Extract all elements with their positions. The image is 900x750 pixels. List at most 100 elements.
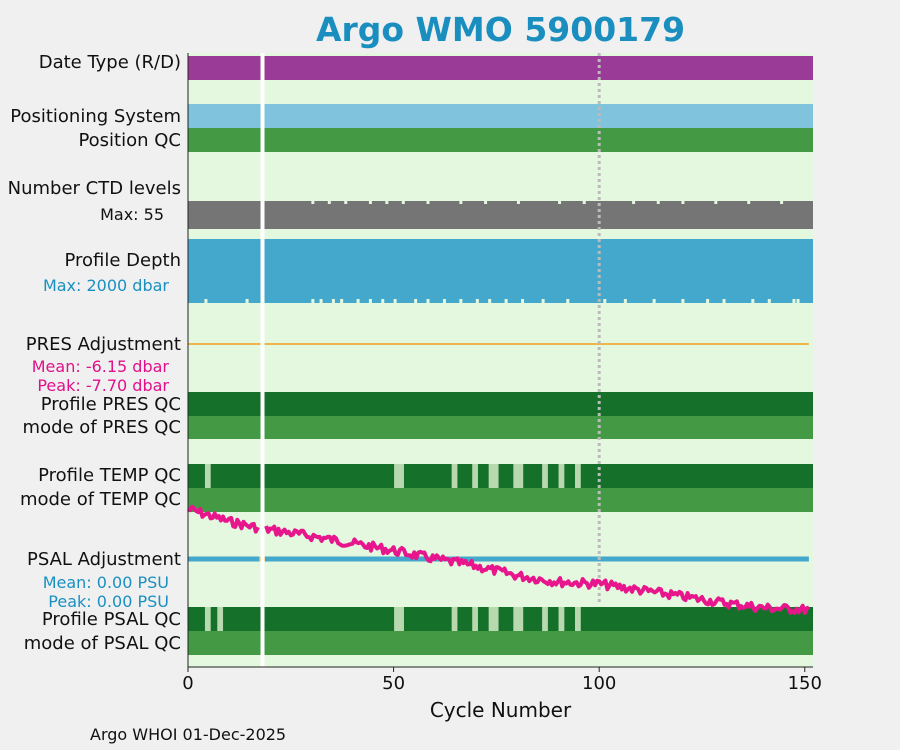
trend-trace-segment-1 xyxy=(186,504,260,534)
depth-dip-113 xyxy=(652,299,656,303)
qc-flag-profile-psal-qc-51 xyxy=(398,607,404,631)
ctd-level-dip-48 xyxy=(385,201,389,204)
qc-flag-profile-temp-qc-79 xyxy=(513,464,520,488)
band-mode-temp-qc xyxy=(188,488,813,512)
label-mode-temp-qc: mode of TEMP QC xyxy=(19,489,181,510)
qc-flag-profile-psal-qc-94 xyxy=(575,607,581,631)
depth-dip-92 xyxy=(566,299,570,303)
depth-dip-81 xyxy=(521,299,525,303)
footer-credit: Argo WHOI 01-Dec-2025 xyxy=(90,725,287,744)
qc-flag-profile-psal-qc-79 xyxy=(513,607,520,631)
depth-dip-73 xyxy=(488,299,492,303)
ctd-level-dip-58 xyxy=(426,201,430,204)
depth-dip-66 xyxy=(459,299,463,303)
depth-dip-120 xyxy=(681,299,685,303)
ctd-level-dip-128 xyxy=(714,201,718,204)
depth-dip-126 xyxy=(706,299,710,303)
qc-flag-profile-psal-qc-73 xyxy=(488,607,495,631)
qc-flag-profile-temp-qc-69 xyxy=(472,464,478,488)
ctd-level-dip-30 xyxy=(311,201,315,204)
band-profile-psal-qc xyxy=(188,607,813,631)
pres-mean-label: Mean: -6.15 dbar xyxy=(31,357,169,376)
depth-max-label: Max: 2000 dbar xyxy=(42,276,169,295)
missing-cycle-gap xyxy=(260,53,265,667)
psal-mean-label: Mean: 0.00 PSU xyxy=(42,573,169,592)
label-ctd-levels: Number CTD levels xyxy=(7,178,181,199)
band-mode-psal-qc xyxy=(188,631,813,655)
depth-dip-30 xyxy=(311,299,315,303)
ctd-level-dip-136 xyxy=(747,201,751,204)
band-position-qc xyxy=(188,128,813,152)
depth-dip-137 xyxy=(751,299,755,303)
qc-flag-profile-temp-qc-86 xyxy=(542,464,548,488)
depth-dip-32 xyxy=(319,299,323,303)
label-mode-pres-qc: mode of PRES QC xyxy=(22,417,181,438)
label-profile-pres-qc: Profile PRES QC xyxy=(40,394,181,415)
qc-flag-profile-temp-qc-94 xyxy=(575,464,581,488)
ctd-level-dip-72 xyxy=(484,201,488,204)
ctd-max-label: Max: 55 xyxy=(100,205,164,224)
ctd-level-dip-120 xyxy=(681,201,685,204)
depth-dip-70 xyxy=(475,299,479,303)
qc-flag-profile-temp-qc-80 xyxy=(517,464,524,488)
label-profile-temp-qc: Profile TEMP QC xyxy=(38,465,181,486)
plot-background xyxy=(188,53,813,667)
x-axis-label: Cycle Number xyxy=(429,698,572,722)
depth-dip-41 xyxy=(356,299,360,303)
label-profile-depth: Profile Depth xyxy=(64,250,181,271)
qc-flag-profile-temp-qc-90 xyxy=(558,464,565,488)
depth-dip-86 xyxy=(541,299,545,303)
depth-dip-14 xyxy=(245,299,249,303)
depth-dip-58 xyxy=(426,299,430,303)
depth-dip-44 xyxy=(368,299,372,303)
band-profile-temp-qc xyxy=(188,464,813,488)
label-date-type: Date Type (R/D) xyxy=(38,52,181,73)
qc-flag-profile-temp-qc-51 xyxy=(398,464,404,488)
ctd-level-dip-96 xyxy=(582,201,586,204)
qc-flag-profile-temp-qc-4 xyxy=(204,464,211,488)
depth-dip-141 xyxy=(767,299,771,303)
ctd-level-dip-90 xyxy=(558,201,562,204)
ctd-level-dip-108 xyxy=(632,201,636,204)
qc-flag-profile-temp-qc-73 xyxy=(488,464,495,488)
depth-dip-77 xyxy=(504,299,508,303)
qc-flag-profile-psal-qc-69 xyxy=(472,607,478,631)
pres-peak-label: Peak: -7.70 dbar xyxy=(37,376,169,395)
label-mode-psal-qc: mode of PSAL QC xyxy=(23,633,181,654)
qc-flag-profile-psal-qc-74 xyxy=(492,607,499,631)
band-positioning-system xyxy=(188,104,813,128)
ctd-level-dip-52 xyxy=(401,201,405,204)
qc-flag-profile-psal-qc-90 xyxy=(558,607,565,631)
qc-flag-profile-psal-qc-80 xyxy=(517,607,524,631)
depth-dip-62 xyxy=(442,299,446,303)
qc-flag-profile-psal-qc-7 xyxy=(217,607,224,631)
qc-flag-profile-temp-qc-50 xyxy=(394,464,400,488)
depth-dip-101 xyxy=(603,299,607,303)
ctd-level-dip-66 xyxy=(459,201,463,204)
band-profile-depth xyxy=(188,239,813,303)
x-tick-label-0: 0 xyxy=(182,673,194,694)
chart-title: Argo WMO 5900179 xyxy=(315,10,686,49)
trend-trace-segment-2 xyxy=(264,524,810,615)
qc-flag-profile-psal-qc-64 xyxy=(451,607,458,631)
depth-dip-47 xyxy=(381,299,385,303)
qc-flag-profile-psal-qc-86 xyxy=(542,607,548,631)
qc-flag-profile-temp-qc-64 xyxy=(451,464,458,488)
ctd-level-dip-34 xyxy=(327,201,331,204)
band-date-type xyxy=(188,56,813,80)
label-pres-adjustment: PRES Adjustment xyxy=(25,334,181,355)
label-psal-adjustment: PSAL Adjustment xyxy=(26,549,181,570)
ctd-level-dip-114 xyxy=(656,201,660,204)
depth-dip-55 xyxy=(414,299,418,303)
qc-flag-profile-psal-qc-4 xyxy=(204,607,211,631)
depth-dip-50 xyxy=(393,299,397,303)
ctd-level-dip-80 xyxy=(516,201,520,204)
depth-dip-106 xyxy=(623,299,627,303)
x-tick-label-150: 150 xyxy=(787,673,822,694)
label-profile-psal-qc: Profile PSAL QC xyxy=(41,609,181,630)
label-positioning-system: Positioning System xyxy=(10,106,181,127)
ctd-level-dip-44 xyxy=(368,201,372,204)
depth-dip-147 xyxy=(792,299,796,303)
ctd-level-dip-38 xyxy=(344,201,348,204)
